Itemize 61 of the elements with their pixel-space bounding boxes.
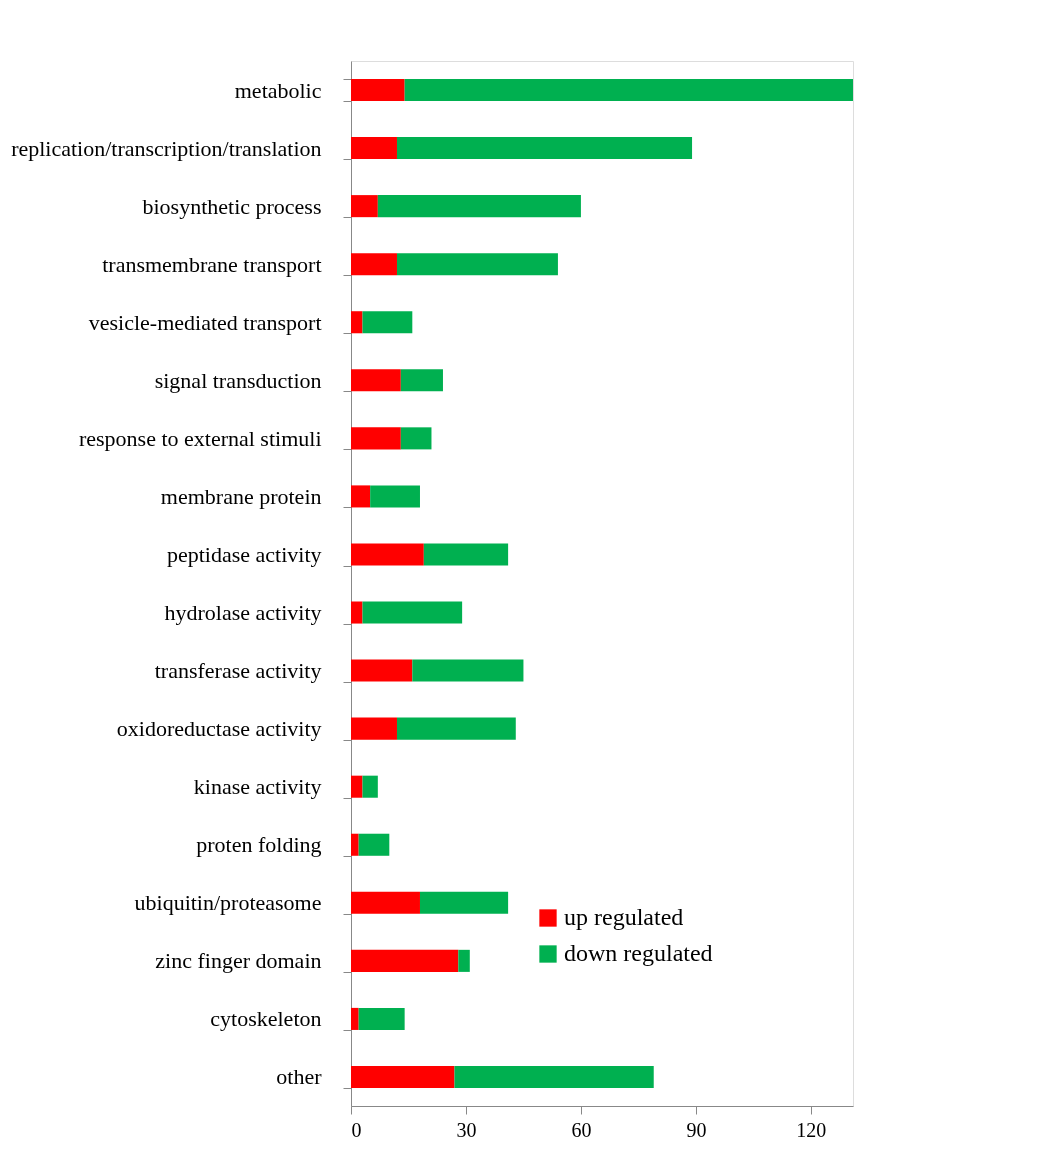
bar [423,543,509,566]
y-tick-label: transmembrane transport [102,251,322,277]
y-tick-label: cytoskeleton [210,1006,322,1032]
x-tick-label: 0 [351,1118,362,1141]
bar [362,311,413,334]
bar [351,311,363,334]
y-tick-label: response to external stimuli [78,425,322,451]
bar [351,601,363,624]
bar [458,949,470,972]
y-tick-label: transferase activity [154,658,322,684]
x-tick-label: 30 [456,1118,477,1141]
y-tick-label: oxidoreductase activity [116,716,322,742]
bar [412,659,524,682]
y-tick-label: ubiquitin/proteasome [134,890,322,916]
bar [396,137,693,160]
y-tick-label: peptidase activity [166,541,322,567]
bar [351,137,397,160]
bar [358,833,390,856]
legend-label: up regulated [564,904,684,930]
y-tick-label: membrane protein [160,483,322,509]
y-tick-label: replication/transcription/translation [11,135,322,161]
bar [404,79,853,102]
bar [362,775,378,798]
bar [351,891,420,914]
x-tick-label: 120 [796,1118,827,1141]
bar [351,1007,359,1030]
bar [377,195,581,218]
bar [351,775,363,798]
y-tick-label: zinc finger domain [155,948,322,974]
bar [351,949,459,972]
bar [351,717,397,740]
y-tick-label: metabolic [234,77,322,103]
bar [351,659,413,682]
y-tick-label: signal transduction [154,367,322,393]
bar [419,891,509,914]
y-tick-label: other [276,1064,323,1090]
x-tick-label: 60 [571,1118,592,1141]
bar [396,717,516,740]
y-tick-label: proten folding [196,832,322,858]
bar [351,833,359,856]
bar [351,195,378,218]
bar [370,485,420,508]
y-tick-label: vesicle-mediated transport [88,309,322,335]
bar [351,543,424,566]
y-tick-label: biosynthetic process [142,193,322,219]
bar [400,369,443,392]
bar [351,253,397,276]
bar [362,601,463,624]
bar [351,369,401,392]
bar [400,427,432,450]
x-tick-label: 90 [686,1118,707,1141]
y-tick-label: kinase activity [193,774,322,800]
bar [351,79,405,102]
bar [351,427,401,450]
bar [351,485,371,508]
bar [358,1007,405,1030]
y-tick-label: hydrolase activity [164,600,322,626]
bar [396,253,558,276]
legend-label: down regulated [564,940,713,966]
bar [351,1065,455,1088]
bar [454,1065,654,1088]
